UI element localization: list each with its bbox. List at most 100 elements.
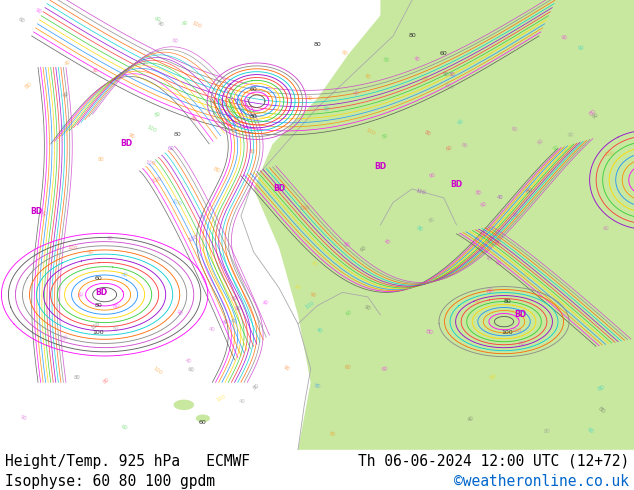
- Text: Height/Temp. 925 hPa   ECMWF: Height/Temp. 925 hPa ECMWF: [5, 454, 250, 468]
- Text: BD: BD: [514, 310, 526, 319]
- Text: BD: BD: [374, 162, 387, 171]
- Text: 60: 60: [445, 145, 453, 152]
- Text: 60: 60: [381, 366, 389, 372]
- Text: 40: 40: [262, 299, 269, 306]
- Text: BD: BD: [588, 108, 598, 117]
- Text: 100: 100: [171, 198, 182, 207]
- Text: 80: 80: [250, 115, 257, 120]
- Text: 80: 80: [495, 238, 504, 246]
- Text: 40: 40: [77, 291, 85, 299]
- Text: 60: 60: [113, 325, 120, 331]
- Text: 60: 60: [457, 118, 465, 125]
- Text: 80: 80: [428, 216, 436, 224]
- Text: BD: BD: [113, 302, 121, 310]
- Text: 60: 60: [440, 51, 448, 56]
- Text: BD: BD: [212, 166, 221, 173]
- Text: 90: 90: [429, 172, 437, 179]
- Text: 60: 60: [586, 427, 594, 435]
- Text: 100: 100: [365, 127, 376, 137]
- Text: 80: 80: [415, 225, 424, 233]
- Text: 40: 40: [238, 399, 245, 404]
- Polygon shape: [174, 400, 193, 409]
- Text: 100: 100: [512, 328, 522, 334]
- Text: 100: 100: [59, 124, 70, 132]
- Text: 90: 90: [87, 248, 95, 256]
- Text: 60: 60: [359, 245, 368, 253]
- Text: 100: 100: [67, 245, 77, 251]
- Text: 90: 90: [578, 46, 585, 51]
- Text: 40: 40: [92, 68, 100, 74]
- Polygon shape: [380, 0, 634, 99]
- Text: 60: 60: [511, 126, 519, 133]
- Text: BD: BD: [30, 207, 42, 216]
- Text: 90: 90: [234, 306, 242, 312]
- Text: 100: 100: [299, 205, 309, 211]
- Text: 80: 80: [383, 57, 391, 63]
- Text: 100: 100: [146, 124, 157, 133]
- Text: 90: 90: [511, 212, 519, 219]
- Text: 80: 80: [174, 132, 181, 138]
- Text: 40: 40: [442, 72, 450, 78]
- Text: 80: 80: [423, 129, 432, 137]
- Text: 90: 90: [494, 260, 502, 266]
- Text: 100: 100: [501, 330, 513, 335]
- Text: 90: 90: [175, 309, 183, 317]
- Text: 60: 60: [250, 87, 257, 93]
- Text: 90: 90: [552, 145, 560, 152]
- Text: 100: 100: [604, 151, 614, 157]
- Text: Isophyse: 60 80 100 gpdm: Isophyse: 60 80 100 gpdm: [5, 474, 215, 489]
- Text: 80: 80: [94, 303, 102, 308]
- Text: 80: 80: [198, 214, 206, 220]
- Text: 40: 40: [384, 239, 391, 245]
- Polygon shape: [254, 0, 634, 450]
- Text: BD: BD: [518, 341, 526, 347]
- Text: 100: 100: [443, 82, 454, 90]
- Text: 40: 40: [294, 285, 301, 290]
- Text: 90: 90: [154, 17, 161, 22]
- Text: BD: BD: [486, 288, 495, 294]
- Text: 100: 100: [188, 234, 199, 243]
- Text: 60: 60: [340, 49, 348, 57]
- Text: 90: 90: [310, 260, 318, 267]
- Text: 80: 80: [74, 375, 81, 380]
- Text: BD: BD: [120, 140, 133, 148]
- Text: 90: 90: [353, 89, 361, 97]
- Text: 80: 80: [313, 383, 321, 390]
- Text: 40: 40: [497, 195, 504, 200]
- Text: 40: 40: [64, 59, 72, 67]
- Text: 90: 90: [592, 112, 600, 120]
- Text: 80: 80: [102, 377, 110, 385]
- Text: BD: BD: [597, 385, 606, 392]
- Text: 40: 40: [230, 318, 238, 324]
- Text: 90: 90: [305, 96, 313, 102]
- Text: 90: 90: [567, 132, 574, 138]
- Text: 100: 100: [89, 321, 101, 331]
- Text: 40: 40: [121, 272, 128, 278]
- Text: 90: 90: [107, 236, 113, 241]
- Text: 60: 60: [171, 38, 179, 44]
- Text: 100: 100: [146, 160, 157, 166]
- Text: 40: 40: [412, 55, 420, 63]
- Text: 40: 40: [181, 20, 189, 27]
- Text: 80: 80: [323, 106, 330, 112]
- Text: Th 06-06-2024 12:00 UTC (12+72): Th 06-06-2024 12:00 UTC (12+72): [358, 454, 629, 468]
- Text: 100: 100: [304, 300, 316, 310]
- Text: BD: BD: [23, 81, 33, 90]
- Text: BD: BD: [231, 294, 240, 302]
- Text: 90: 90: [157, 20, 165, 27]
- Text: 80: 80: [449, 72, 456, 77]
- Text: 80: 80: [460, 142, 469, 149]
- Text: BD: BD: [39, 210, 48, 218]
- Text: 80: 80: [252, 383, 260, 391]
- Text: 100: 100: [152, 366, 163, 376]
- Text: 60: 60: [480, 202, 488, 208]
- Text: 90: 90: [34, 7, 42, 15]
- Text: BD: BD: [450, 180, 463, 189]
- Text: BD: BD: [139, 59, 148, 68]
- Text: 60: 60: [17, 17, 25, 24]
- Text: BD: BD: [273, 184, 285, 194]
- Text: 100: 100: [191, 20, 202, 29]
- Text: 100: 100: [93, 330, 104, 335]
- Text: 90: 90: [561, 35, 568, 41]
- Text: 80: 80: [98, 157, 105, 162]
